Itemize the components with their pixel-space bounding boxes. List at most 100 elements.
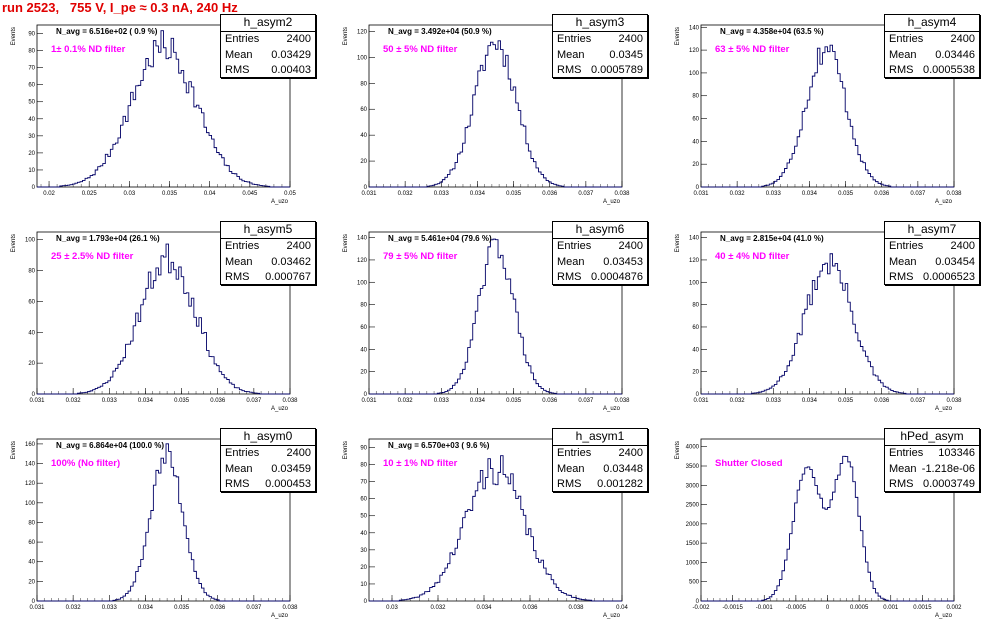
y-tick-label: 60 xyxy=(360,325,367,331)
stats-entries-label: Entries xyxy=(225,240,260,252)
stats-rms-value: 0.001282 xyxy=(597,478,643,490)
y-tick-label: 40 xyxy=(28,117,35,123)
y-tick-label: 120 xyxy=(689,258,700,264)
y-tick-label: 0 xyxy=(364,392,368,398)
x-tick-label: 0.035 xyxy=(838,191,854,197)
x-tick-label: 0.033 xyxy=(766,191,782,197)
filter-label: 10 ± 1% ND filter xyxy=(383,458,458,469)
stats-box: h_asym5 Entries 2400 Mean 0.03462 RMS 0.000767 xyxy=(220,221,316,285)
x-axis-label: A_uzo xyxy=(271,199,289,205)
y-axis-label: Events xyxy=(343,441,349,459)
x-tick-label: 0.033 xyxy=(102,398,118,404)
x-tick-label: 0.038 xyxy=(282,605,298,611)
x-tick-label: 0.038 xyxy=(614,398,630,404)
histogram-line xyxy=(701,44,954,188)
y-tick-label: 0 xyxy=(364,185,368,191)
stats-entries: Entries 2400 xyxy=(885,239,979,255)
stats-rms-label: RMS xyxy=(557,271,582,283)
histogram-svg: 0 20 40 60 80 100 120 140 Events 0.031 0.032 0.033 0… xyxy=(343,231,630,412)
y-tick-label: 4000 xyxy=(686,445,700,451)
stats-rms-value: 0.0005538 xyxy=(923,64,975,76)
y-tick-label: 20 xyxy=(28,361,35,367)
histogram-panel-h_asym4: 0 20 40 60 80 100 120 140 Events 0.031 0.032 0.033 0… xyxy=(664,4,996,211)
histogram-line xyxy=(369,40,622,188)
stats-entries-value: 103346 xyxy=(938,447,975,459)
x-axis-label: A_uzo xyxy=(603,613,621,619)
y-tick-label: 20 xyxy=(692,162,699,168)
y-tick-label: 40 xyxy=(28,330,35,336)
stats-mean-value: 0.03429 xyxy=(271,48,311,61)
stats-entries-label: Entries xyxy=(889,240,924,252)
stats-title: h_asym7 xyxy=(885,222,979,239)
stats-rms-value: 0.000453 xyxy=(265,478,311,490)
x-tick-label: 0.038 xyxy=(614,191,630,197)
x-tick-label: 0.034 xyxy=(138,605,154,611)
stats-title: h_asym5 xyxy=(221,222,315,239)
y-axis-label: Events xyxy=(11,234,17,252)
stats-entries-label: Entries xyxy=(889,447,924,459)
x-tick-label: 0.033 xyxy=(102,605,118,611)
x-tick-label: 0.032 xyxy=(730,191,746,197)
filter-label: 1± 0.1% ND filter xyxy=(51,44,126,55)
stats-entries: Entries 2400 xyxy=(553,446,647,462)
x-tick-label: 0.037 xyxy=(246,605,262,611)
x-axis-label: A_uzo xyxy=(935,406,953,412)
y-tick-label: 120 xyxy=(357,29,368,35)
y-tick-label: 20 xyxy=(360,159,367,165)
y-tick-label: 120 xyxy=(357,258,368,264)
x-tick-label: 0.036 xyxy=(542,398,558,404)
x-tick-label: 0.034 xyxy=(470,398,486,404)
x-tick-label: 0.045 xyxy=(242,191,258,197)
y-tick-label: 100 xyxy=(357,55,368,61)
x-tick-label: 0.002 xyxy=(946,605,962,611)
stats-box: hPed_asym Entries 103346 Mean -1.218e-06 RMS 0… xyxy=(884,428,980,492)
histogram-svg: 0 10 20 30 40 50 60 70 80 90 Events 0.03 0.032 0.034 0… xyxy=(343,438,628,619)
filter-label: 50 ± 5% ND filter xyxy=(383,44,458,55)
x-tick-label: 0.037 xyxy=(910,398,926,404)
stats-entries-value: 2400 xyxy=(286,33,311,45)
y-tick-label: 80 xyxy=(360,303,367,309)
plot-frame xyxy=(368,24,623,188)
y-tick-label: 50 xyxy=(28,100,35,106)
x-tick-label: 0.031 xyxy=(693,191,709,197)
stats-mean: Mean -1.218e-06 xyxy=(885,462,979,478)
stats-mean-label: Mean xyxy=(225,255,253,268)
y-tick-label: 120 xyxy=(25,481,36,487)
x-tick-label: 0.037 xyxy=(578,398,594,404)
stats-box: h_asym1 Entries 2400 Mean 0.03448 RMS 0.001282 xyxy=(552,428,648,492)
stats-rms-label: RMS xyxy=(889,271,914,283)
y-axis-label: Events xyxy=(11,27,17,45)
stats-rms-label: RMS xyxy=(225,64,250,76)
y-tick-label: 0 xyxy=(32,185,36,191)
stats-rms-label: RMS xyxy=(225,271,250,283)
stats-entries-value: 2400 xyxy=(618,240,643,252)
stats-rms: RMS 0.0004876 xyxy=(553,270,647,286)
y-tick-label: 100 xyxy=(689,280,700,286)
y-tick-label: 500 xyxy=(689,580,700,586)
stats-box: h_asym2 Entries 2400 Mean 0.03429 RMS 0.00403 xyxy=(220,14,316,78)
plot-frame xyxy=(368,438,623,602)
stats-title: h_asym2 xyxy=(221,15,315,32)
plot-frame xyxy=(36,231,291,395)
y-tick-label: 1500 xyxy=(686,541,700,547)
y-tick-label: 20 xyxy=(28,151,35,157)
histogram-line xyxy=(701,455,954,602)
y-tick-label: 140 xyxy=(689,236,700,242)
x-tick-label: 0.032 xyxy=(430,605,446,611)
stats-mean-value: 0.0345 xyxy=(609,48,643,61)
x-tick-label: 0.05 xyxy=(284,191,296,197)
y-axis-label: Events xyxy=(343,234,349,252)
stats-rms: RMS 0.000453 xyxy=(221,477,315,493)
stats-entries-value: 2400 xyxy=(618,447,643,459)
stats-entries-label: Entries xyxy=(889,33,924,45)
x-tick-label: 0.031 xyxy=(361,191,377,197)
x-axis-label: A_uzo xyxy=(271,406,289,412)
stats-rms-label: RMS xyxy=(557,478,582,490)
stats-box: h_asym7 Entries 2400 Mean 0.03454 RMS 0.000652… xyxy=(884,221,980,285)
y-tick-label: 10 xyxy=(28,168,35,174)
plot-frame xyxy=(700,231,955,395)
x-tick-label: 0.036 xyxy=(522,605,538,611)
y-tick-label: 20 xyxy=(360,565,367,571)
y-tick-label: 0 xyxy=(364,599,368,605)
x-tick-label: -0.002 xyxy=(692,605,710,611)
